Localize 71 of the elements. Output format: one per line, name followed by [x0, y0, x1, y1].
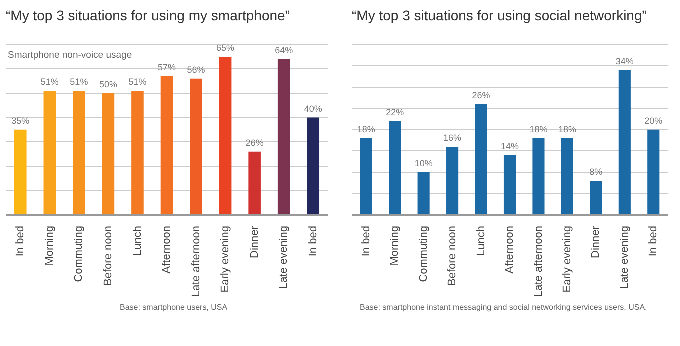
x-tick-label: Lunch — [475, 226, 488, 256]
x-tick-label: Dinner — [590, 226, 602, 258]
bar — [278, 59, 290, 214]
data-label: 10% — [414, 158, 433, 168]
bar — [190, 78, 202, 214]
bar — [648, 130, 660, 214]
x-tick-label: Morning — [44, 226, 56, 266]
data-label: 57% — [158, 62, 176, 72]
data-label: 8% — [590, 166, 603, 177]
bar — [44, 91, 56, 214]
data-label: 22% — [386, 107, 404, 118]
x-tick-label: Afternoon — [504, 226, 516, 274]
data-label: 16% — [444, 132, 462, 143]
x-tick-label: Before noon — [446, 226, 459, 286]
x-tick-label: Late afternoon — [532, 226, 545, 298]
chart-title: “My top 3 situations for using social networking” — [352, 7, 648, 24]
data-label: 35% — [12, 116, 30, 126]
data-label: 51% — [40, 76, 59, 87]
x-tick-label: In bed — [307, 226, 320, 257]
bar — [14, 130, 27, 214]
bar — [618, 70, 631, 214]
bar — [475, 104, 488, 214]
x-tick-label: Morning — [389, 226, 402, 266]
bar — [561, 138, 574, 214]
bar — [360, 138, 372, 214]
data-label: 26% — [246, 138, 264, 148]
x-tick-label: Commuting — [73, 226, 86, 282]
x-tick-label: Commuting — [418, 226, 430, 282]
data-label: 20% — [644, 116, 663, 126]
x-tick-label: Late evening — [618, 226, 631, 290]
data-label: 56% — [187, 64, 206, 75]
data-label: 51% — [70, 76, 88, 87]
chart-title: “My top 3 situations for using my smartphone” — [6, 7, 290, 24]
text: Base: smartphone users, USA — [120, 303, 229, 313]
data-label: 65% — [216, 42, 235, 53]
bar — [590, 181, 602, 214]
x-tick-label: Before noon — [102, 226, 114, 286]
bar — [132, 91, 144, 214]
bar — [418, 172, 430, 214]
data-label: 50% — [99, 79, 118, 90]
bar — [248, 152, 261, 214]
data-label: 34% — [616, 56, 634, 66]
x-tick-label: Afternoon — [161, 226, 174, 274]
data-label: 51% — [128, 76, 147, 87]
x-tick-label: Lunch — [132, 226, 144, 256]
x-tick-label: Early evening — [561, 226, 574, 293]
data-label: 26% — [472, 90, 490, 100]
x-tick-label: Dinner — [248, 226, 261, 258]
bar — [504, 155, 516, 214]
text: Base: smartphone instant messaging and social networking services users, USA. — [360, 303, 648, 313]
bar — [389, 121, 402, 214]
data-label: 18% — [558, 124, 576, 134]
x-tick-label: In bed — [14, 226, 27, 257]
x-tick-label: In bed — [360, 226, 372, 257]
x-tick-label: Early evening — [220, 226, 232, 293]
x-tick-label: Late evening — [278, 226, 290, 290]
bar — [102, 93, 115, 214]
data-label: 18% — [357, 124, 376, 134]
text: Smartphone non-voice usage — [8, 50, 132, 62]
bar — [307, 118, 320, 214]
data-label: 64% — [275, 45, 294, 56]
bar — [73, 91, 86, 214]
data-label: 18% — [530, 124, 548, 134]
x-tick-label: In bed — [648, 226, 660, 257]
data-label: 40% — [304, 104, 322, 114]
data-label: 14% — [500, 141, 520, 152]
bar — [219, 56, 232, 214]
x-tick-label: Late afternoon — [190, 226, 202, 298]
bar — [446, 146, 459, 214]
bar — [160, 76, 174, 214]
bar — [532, 138, 545, 214]
